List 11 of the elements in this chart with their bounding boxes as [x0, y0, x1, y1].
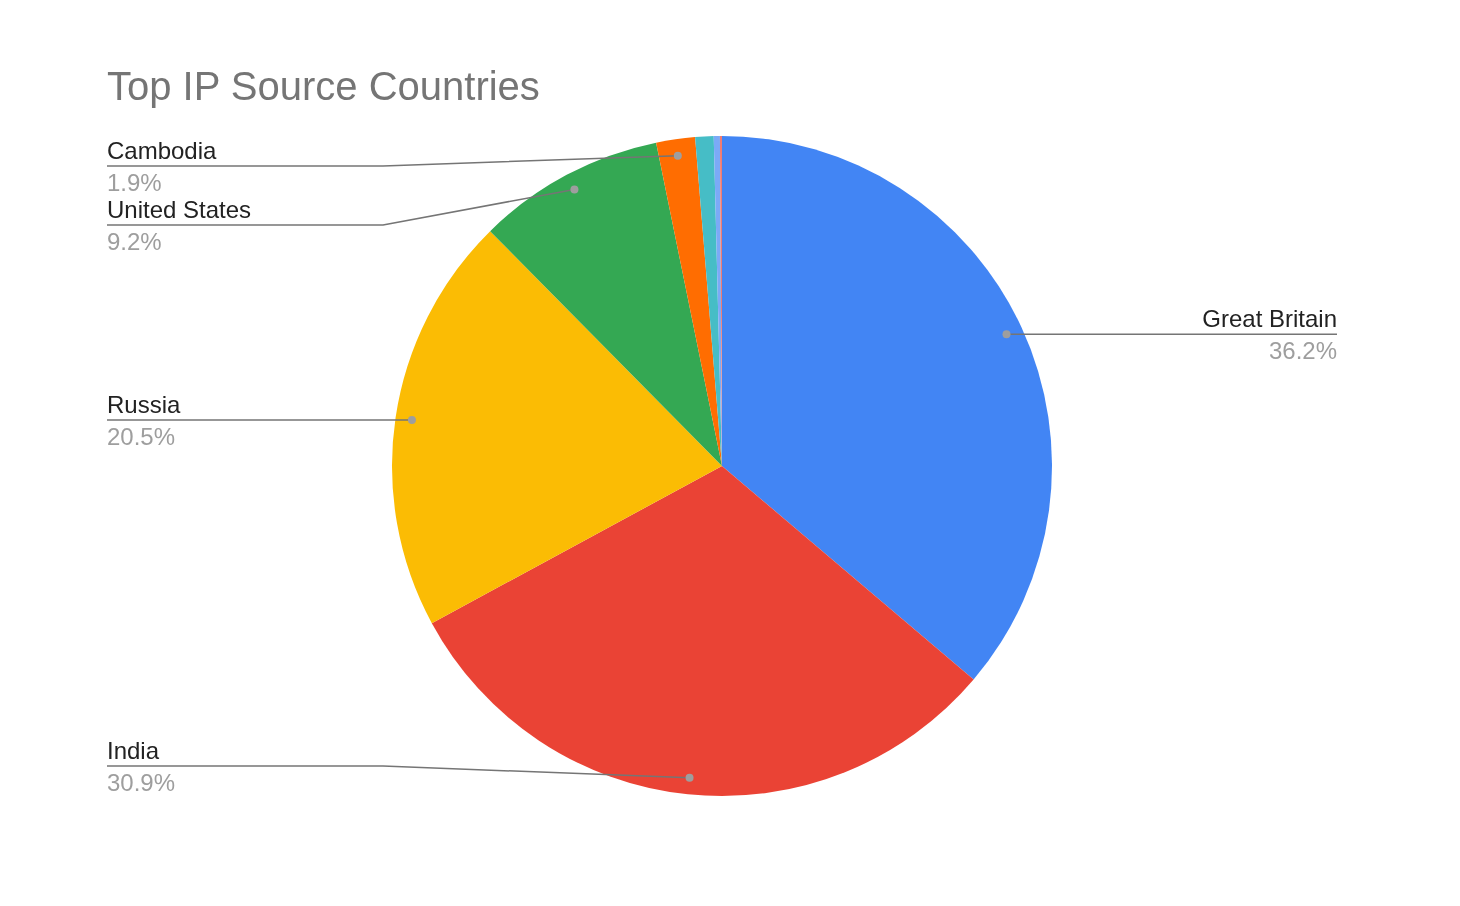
data-label: 1.9%	[107, 169, 162, 196]
slice-label: Great Britain	[1202, 305, 1337, 333]
slice-label: United States	[107, 196, 252, 223]
data-label: 30.9%	[107, 769, 176, 796]
data-label: 9.2%	[107, 228, 162, 255]
slice-label: India	[107, 737, 160, 764]
data-label: 20.5%	[107, 422, 176, 450]
chart-title: Top IP Source Countries	[107, 64, 540, 108]
slice-label: Russia	[107, 390, 182, 418]
data-label: 36.2%	[1268, 337, 1337, 365]
slice-label: Cambodia	[107, 137, 218, 164]
